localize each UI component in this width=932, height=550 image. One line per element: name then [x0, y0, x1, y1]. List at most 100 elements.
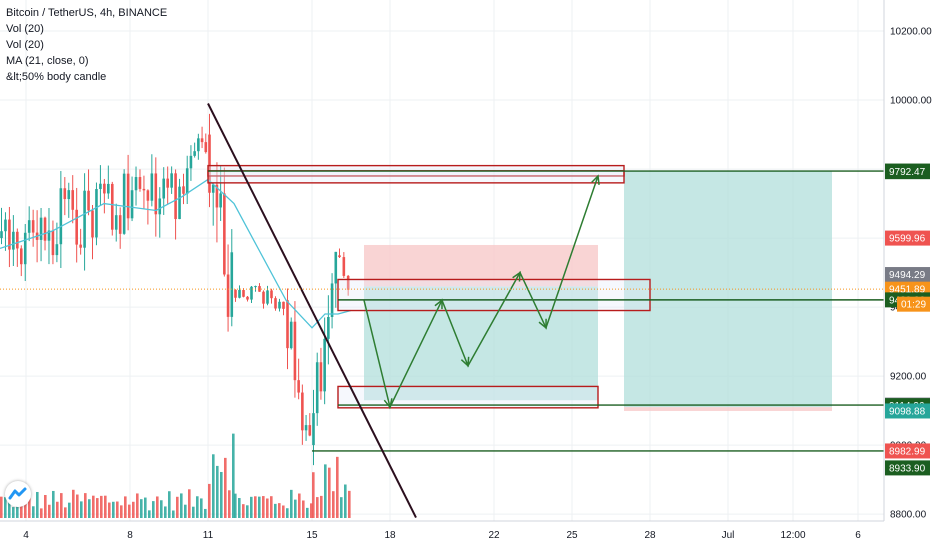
candle-body	[0, 231, 3, 239]
tradingview-logo-icon	[8, 487, 27, 500]
price-tick-label: 10000.00	[890, 96, 932, 107]
volume-bar	[270, 496, 273, 518]
candle-body	[59, 188, 63, 245]
candle-body	[334, 251, 338, 284]
volume-bar	[224, 457, 227, 518]
volume-bar	[64, 507, 67, 518]
volume-bar	[132, 501, 135, 518]
candle-body	[146, 190, 150, 201]
time-tick-label: 18	[384, 530, 396, 541]
volume-bar	[220, 471, 223, 518]
candle-body	[258, 286, 261, 292]
volume-bar	[124, 496, 127, 518]
volume-bar	[340, 497, 343, 518]
volume-bar	[204, 508, 207, 518]
volume-bar	[246, 505, 249, 518]
volume-bars	[0, 433, 351, 518]
candle-body	[67, 190, 71, 200]
time-tick-label: 11	[203, 530, 214, 541]
price-tag[interactable]	[885, 443, 930, 459]
volume-bar	[180, 493, 183, 518]
candle-body	[99, 183, 102, 190]
candle-body	[319, 362, 323, 392]
position-loss-zone	[624, 407, 832, 411]
volume-bar	[282, 505, 285, 518]
legend: Bitcoin / TetherUS, 4h, BINANCE Vol (20)…	[6, 5, 167, 85]
countdown-tag	[897, 296, 930, 312]
candle-body	[301, 392, 304, 431]
price-tag[interactable]	[885, 230, 930, 246]
volume-bar	[88, 499, 91, 518]
candles	[0, 113, 350, 466]
candle-body	[211, 184, 215, 193]
zone-rectangle[interactable]	[207, 170, 625, 184]
legend-symbol[interactable]: Bitcoin / TetherUS, 4h, BINANCE	[6, 7, 168, 19]
volume-bar	[290, 489, 293, 518]
candle-body	[289, 321, 293, 349]
candle-body	[19, 248, 23, 265]
volume-bar	[12, 507, 15, 518]
legend-study-vol-2[interactable]: Vol (20)	[6, 39, 44, 51]
candle-body	[83, 190, 86, 248]
candle-body	[134, 177, 138, 191]
candle-body	[130, 190, 134, 219]
tradingview-logo[interactable]	[5, 481, 31, 507]
candle-body	[23, 232, 27, 265]
volume-bar	[164, 506, 167, 518]
volume-bar	[40, 508, 43, 518]
time-axis[interactable]: 4 8 11 15 18 22 25 28 Jul 12:00 6	[0, 520, 884, 550]
candle-body	[138, 177, 142, 189]
candle-body	[27, 220, 31, 233]
candle-body	[189, 155, 193, 169]
drawings[interactable]	[0, 103, 884, 518]
trend-line[interactable]	[207, 103, 417, 518]
price-tag-label: 9451.89	[889, 285, 926, 296]
zone-rectangle[interactable]	[337, 278, 651, 312]
candle-body	[114, 215, 118, 230]
price-axis[interactable]: 8800.009000.009200.009400.009600.009800.…	[883, 0, 932, 550]
volume-bar	[298, 493, 301, 518]
volume-bar	[232, 433, 235, 518]
projection-arrowhead	[460, 356, 470, 368]
price-tag-label: 9599.96	[889, 234, 926, 245]
volume-bar	[294, 499, 297, 518]
candle-body	[266, 290, 269, 304]
volume-bar	[160, 500, 163, 518]
candle-body	[338, 255, 341, 258]
candle-body	[12, 231, 15, 250]
projection-arrowhead	[591, 174, 600, 185]
volume-bar	[136, 493, 139, 518]
candle-body	[327, 316, 330, 339]
price-tag[interactable]	[885, 460, 930, 476]
candle-body	[219, 193, 222, 208]
price-tag[interactable]	[885, 164, 930, 180]
volume-bar	[212, 454, 215, 518]
price-tick-label: 10200.00	[890, 27, 932, 38]
candle-body	[197, 138, 200, 152]
legend-study-vol-1[interactable]: Vol (20)	[6, 23, 44, 35]
projection-arrowhead	[434, 298, 443, 310]
volume-bar	[176, 496, 179, 518]
price-tag[interactable]	[885, 267, 930, 283]
candle-body	[312, 413, 315, 446]
candle-body	[315, 362, 319, 414]
candle-body	[254, 286, 257, 288]
candle-body	[162, 178, 166, 199]
projection-arrowhead	[383, 398, 393, 409]
candle-body	[4, 219, 7, 232]
candle-body	[150, 173, 154, 201]
zone-rectangle[interactable]	[337, 385, 599, 409]
candle-body	[297, 380, 300, 393]
price-tag[interactable]	[885, 403, 930, 419]
volume-bar	[172, 510, 175, 518]
volume-bar	[0, 496, 3, 518]
legend-study-ma[interactable]: MA (21, close, 0)	[6, 55, 89, 67]
volume-bar	[320, 495, 323, 518]
candle-body	[79, 244, 82, 248]
candle-body	[282, 301, 285, 309]
legend-study-body-candle[interactable]: &lt;50% body candle	[6, 71, 107, 83]
candle-body	[230, 252, 234, 317]
candle-body	[342, 257, 346, 276]
candle-body	[95, 189, 98, 238]
